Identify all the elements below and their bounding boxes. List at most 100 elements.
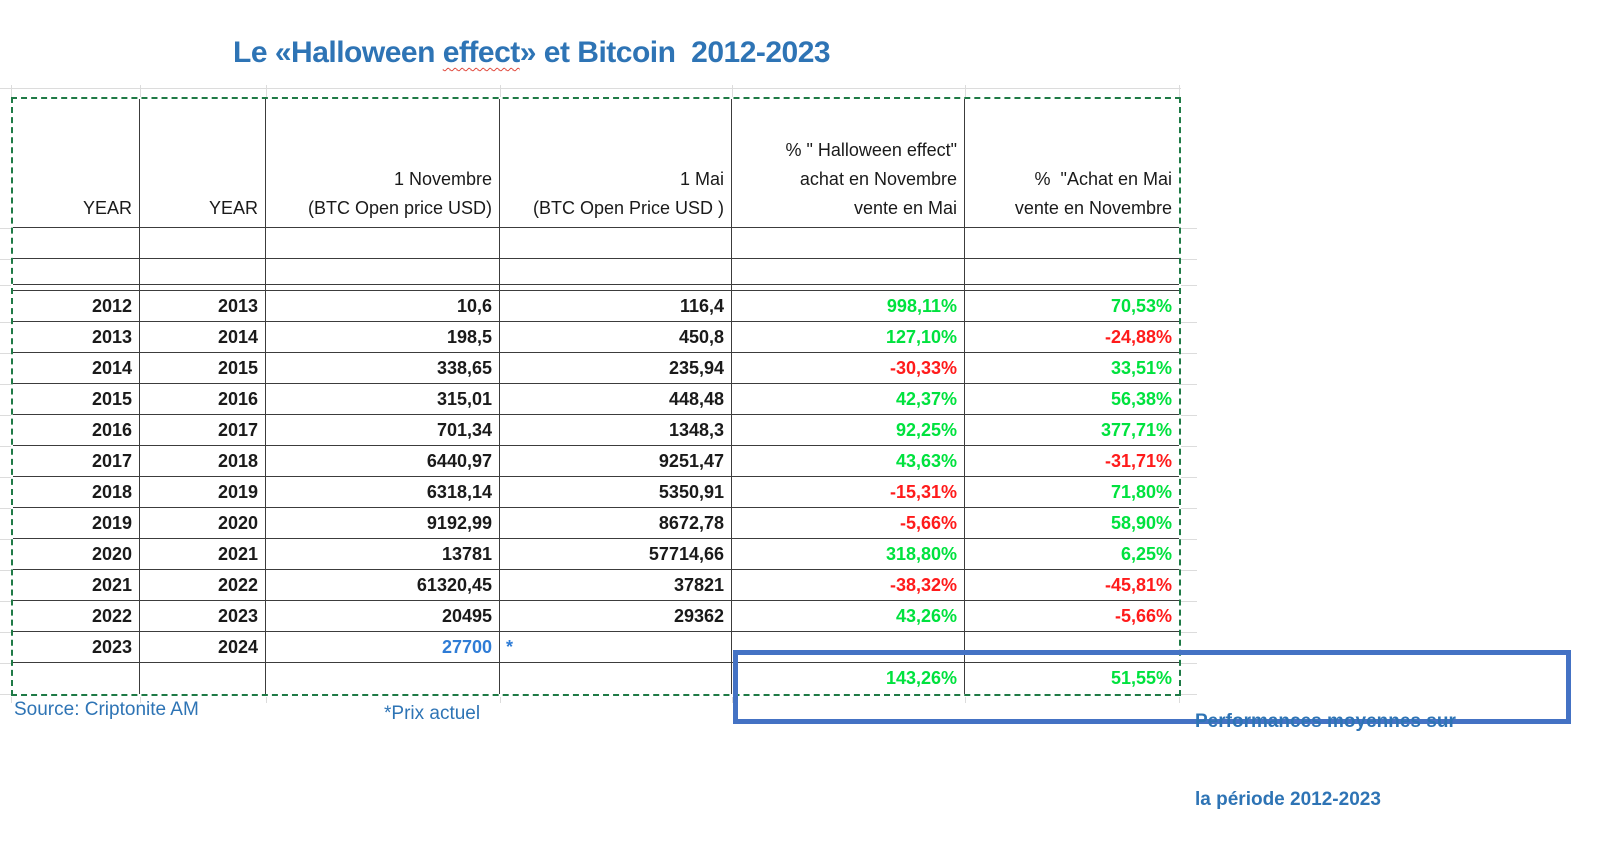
cell-year-buy[interactable]: 2022 — [13, 601, 140, 632]
empty-cell[interactable] — [965, 259, 1179, 285]
empty-cell[interactable] — [266, 663, 500, 694]
cell-halloween-effect-pct[interactable]: -38,32% — [732, 570, 965, 601]
cell-halloween-effect-pct[interactable]: 318,80% — [732, 539, 965, 570]
header-year-buy[interactable]: YEAR — [13, 99, 140, 228]
cell-year-sell[interactable]: 2017 — [140, 415, 266, 446]
empty-cell[interactable] — [266, 228, 500, 259]
cell-year-buy[interactable]: 2012 — [13, 291, 140, 322]
cell-may-to-nov-pct[interactable]: -5,66% — [965, 601, 1179, 632]
cell-halloween-effect-pct[interactable]: 127,10% — [732, 322, 965, 353]
cell-nov-open[interactable]: 701,34 — [266, 415, 500, 446]
empty-cell[interactable] — [140, 228, 266, 259]
cell-nov-open[interactable]: 6440,97 — [266, 446, 500, 477]
empty-cell[interactable] — [13, 285, 140, 291]
empty-cell[interactable] — [500, 259, 732, 285]
cell-nov-open[interactable]: 20495 — [266, 601, 500, 632]
empty-cell[interactable] — [13, 259, 140, 285]
cell-halloween-effect-pct[interactable]: 43,26% — [732, 601, 965, 632]
cell-may-to-nov-pct[interactable]: -45,81% — [965, 570, 1179, 601]
cell-halloween-effect-pct[interactable]: -30,33% — [732, 353, 965, 384]
cell-year-buy[interactable]: 2016 — [13, 415, 140, 446]
empty-cell[interactable] — [13, 228, 140, 259]
cell-may-open[interactable]: 450,8 — [500, 322, 732, 353]
cell-nov-open[interactable]: 61320,45 — [266, 570, 500, 601]
cell-year-buy[interactable]: 2019 — [13, 508, 140, 539]
cell-year-sell[interactable]: 2014 — [140, 322, 266, 353]
empty-cell[interactable] — [140, 259, 266, 285]
empty-cell[interactable] — [732, 259, 965, 285]
cell-price-note-asterisk[interactable]: * — [500, 632, 732, 663]
cell-year-sell[interactable]: 2018 — [140, 446, 266, 477]
cell-may-open[interactable]: 116,4 — [500, 291, 732, 322]
cell-year-sell[interactable]: 2021 — [140, 539, 266, 570]
cell-nov-open[interactable]: 9192,99 — [266, 508, 500, 539]
cell-year-sell[interactable]: 2020 — [140, 508, 266, 539]
cell-nov-open-current[interactable]: 27700 — [266, 632, 500, 663]
cell-may-open[interactable]: 29362 — [500, 601, 732, 632]
cell-halloween-effect-pct[interactable]: 42,37% — [732, 384, 965, 415]
cell-may-open[interactable]: 5350,91 — [500, 477, 732, 508]
cell-may-open[interactable]: 37821 — [500, 570, 732, 601]
empty-cell[interactable] — [732, 228, 965, 259]
cell-may-to-nov-pct[interactable]: 6,25% — [965, 539, 1179, 570]
cell-year-buy[interactable]: 2017 — [13, 446, 140, 477]
header-year-sell[interactable]: YEAR — [140, 99, 266, 228]
cell-nov-open[interactable]: 198,5 — [266, 322, 500, 353]
cell-nov-open[interactable]: 6318,14 — [266, 477, 500, 508]
empty-cell[interactable] — [965, 285, 1179, 291]
empty-cell[interactable] — [732, 285, 965, 291]
cell-nov-open[interactable]: 315,01 — [266, 384, 500, 415]
cell-may-open[interactable]: 448,48 — [500, 384, 732, 415]
cell-may-to-nov-pct[interactable]: 70,53% — [965, 291, 1179, 322]
header-halloween-pct[interactable]: % " Halloween effect" achat en Novembre ve… — [732, 99, 965, 228]
empty-cell[interactable] — [140, 285, 266, 291]
cell-may-to-nov-pct[interactable] — [965, 632, 1179, 663]
empty-cell[interactable] — [500, 285, 732, 291]
cell-year-sell[interactable]: 2023 — [140, 601, 266, 632]
cell-year-sell[interactable]: 2024 — [140, 632, 266, 663]
cell-may-open[interactable]: 235,94 — [500, 353, 732, 384]
empty-cell[interactable] — [13, 663, 140, 694]
cell-may-to-nov-pct[interactable]: 33,51% — [965, 353, 1179, 384]
cell-halloween-effect-pct[interactable]: -5,66% — [732, 508, 965, 539]
cell-year-sell[interactable]: 2015 — [140, 353, 266, 384]
cell-may-to-nov-pct[interactable]: 58,90% — [965, 508, 1179, 539]
cell-halloween-effect-pct[interactable] — [732, 632, 965, 663]
cell-year-sell[interactable]: 2022 — [140, 570, 266, 601]
cell-halloween-effect-pct[interactable]: 43,63% — [732, 446, 965, 477]
header-nov-open[interactable]: 1 Novembre (BTC Open price USD) — [266, 99, 500, 228]
empty-cell[interactable] — [965, 228, 1179, 259]
cell-nov-open[interactable]: 338,65 — [266, 353, 500, 384]
cell-may-to-nov-pct[interactable]: 56,38% — [965, 384, 1179, 415]
cell-year-buy[interactable]: 2013 — [13, 322, 140, 353]
cell-may-open[interactable]: 1348,3 — [500, 415, 732, 446]
cell-year-buy[interactable]: 2023 — [13, 632, 140, 663]
cell-may-to-nov-pct[interactable]: -24,88% — [965, 322, 1179, 353]
cell-halloween-effect-pct[interactable]: 998,11% — [732, 291, 965, 322]
cell-halloween-effect-pct[interactable]: 92,25% — [732, 415, 965, 446]
cell-halloween-effect-pct[interactable]: -15,31% — [732, 477, 965, 508]
cell-year-buy[interactable]: 2014 — [13, 353, 140, 384]
header-inverse-pct[interactable]: % "Achat en Mai vente en Novembre — [965, 99, 1179, 228]
cell-year-buy[interactable]: 2018 — [13, 477, 140, 508]
cell-year-sell[interactable]: 2016 — [140, 384, 266, 415]
empty-cell[interactable] — [140, 663, 266, 694]
cell-year-buy[interactable]: 2021 — [13, 570, 140, 601]
cell-nov-open[interactable]: 10,6 — [266, 291, 500, 322]
cell-may-to-nov-pct[interactable]: 71,80% — [965, 477, 1179, 508]
cell-may-open[interactable]: 57714,66 — [500, 539, 732, 570]
cell-average-halloween-pct[interactable]: 143,26% — [732, 663, 965, 694]
cell-year-buy[interactable]: 2015 — [13, 384, 140, 415]
cell-year-buy[interactable]: 2020 — [13, 539, 140, 570]
empty-cell[interactable] — [266, 259, 500, 285]
cell-may-open[interactable]: 9251,47 — [500, 446, 732, 477]
cell-may-to-nov-pct[interactable]: 377,71% — [965, 415, 1179, 446]
cell-average-inverse-pct[interactable]: 51,55% — [1110, 668, 1172, 688]
cell-year-sell[interactable]: 2019 — [140, 477, 266, 508]
header-may-open[interactable]: 1 Mai (BTC Open Price USD ) — [500, 99, 732, 228]
empty-cell[interactable] — [500, 228, 732, 259]
cell-year-sell[interactable]: 2013 — [140, 291, 266, 322]
empty-cell[interactable] — [500, 663, 732, 694]
cell-may-open[interactable]: 8672,78 — [500, 508, 732, 539]
cell-may-to-nov-pct[interactable]: -31,71% — [965, 446, 1179, 477]
